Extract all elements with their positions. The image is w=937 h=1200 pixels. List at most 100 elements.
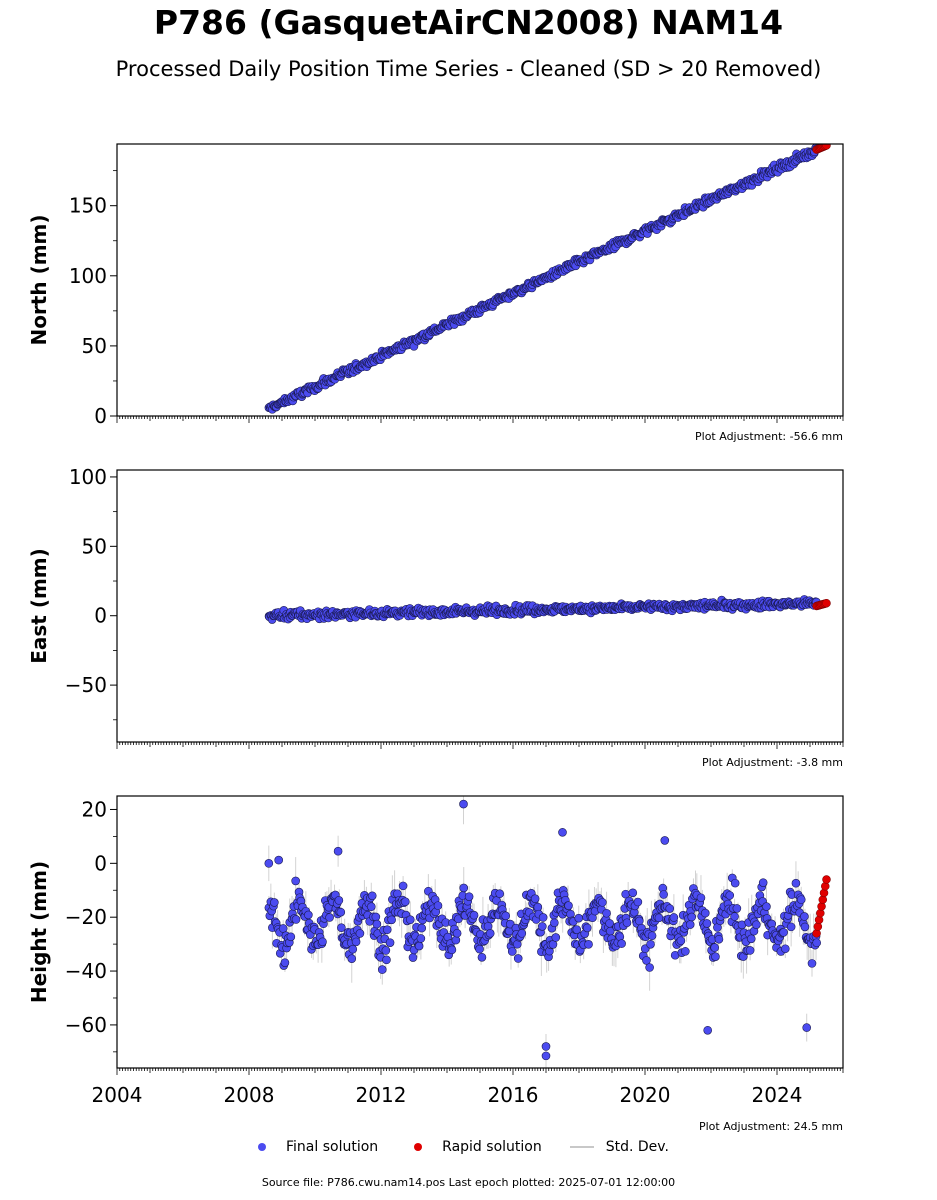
final-solution-point bbox=[264, 859, 274, 868]
final-solution-point bbox=[685, 920, 695, 929]
final-solution-point bbox=[807, 959, 817, 968]
final-solution-point bbox=[382, 925, 392, 935]
x-tick-label: 2020 bbox=[620, 1083, 671, 1107]
final-solution-point bbox=[355, 929, 365, 938]
final-solution-point bbox=[318, 937, 327, 947]
y-tick-label: 50 bbox=[82, 534, 107, 558]
x-tick-label: 2004 bbox=[92, 1083, 143, 1107]
final-solution-point bbox=[665, 904, 675, 913]
y-tick-label: 100 bbox=[69, 465, 107, 489]
final-solution-point bbox=[752, 920, 761, 929]
final-solution-point bbox=[507, 947, 517, 956]
plot-adjustment-label: Plot Adjustment: -3.8 mm bbox=[702, 756, 843, 769]
chart-subtitle: Processed Daily Position Time Series - C… bbox=[115, 57, 822, 81]
legend-label-final: Final solution bbox=[286, 1139, 379, 1155]
final-solution-point bbox=[401, 897, 410, 907]
y-tick-label: −20 bbox=[65, 905, 107, 929]
final-solution-point bbox=[274, 855, 284, 865]
final-solution-point bbox=[702, 919, 712, 928]
panel-0: 0 50 100 150 North (mm) Plot Adjustment: -56.… bbox=[27, 143, 844, 443]
final-solution-point bbox=[304, 910, 313, 920]
final-solution-point bbox=[572, 925, 582, 934]
final-solution-point bbox=[381, 946, 391, 955]
final-solution-point bbox=[660, 836, 670, 845]
final-solution-point bbox=[802, 1023, 812, 1032]
final-solution-point bbox=[414, 941, 424, 951]
y-axis-label: East (mm) bbox=[27, 548, 51, 664]
final-solution-point bbox=[598, 898, 607, 907]
data-layer-1 bbox=[264, 595, 831, 624]
chart-title: P786 (GasquetAirCN2008) NAM14 bbox=[153, 3, 784, 42]
panel-1: −50 0 50 100 East (mm) Plot Adjustment: -3.8 … bbox=[27, 465, 844, 769]
y-axis-label: Height (mm) bbox=[27, 861, 51, 1003]
final-solution-point bbox=[646, 939, 655, 949]
final-solution-point bbox=[687, 912, 697, 922]
final-solution-point bbox=[700, 908, 710, 918]
final-solution-point bbox=[377, 965, 387, 974]
final-solution-point bbox=[517, 929, 527, 938]
final-solution-point bbox=[469, 910, 479, 920]
legend: Final solution Rapid solution Std. Dev. bbox=[250, 1136, 697, 1158]
final-solution-point bbox=[659, 890, 668, 899]
y-tick-label: −60 bbox=[65, 1013, 107, 1037]
legend-item-final: Final solution bbox=[250, 1139, 378, 1155]
final-solution-point bbox=[633, 897, 643, 907]
final-solution-point bbox=[387, 915, 396, 925]
final-solution-point bbox=[558, 828, 567, 837]
final-solution-point bbox=[703, 1025, 713, 1035]
final-solution-point bbox=[681, 947, 690, 956]
y-tick-label: 20 bbox=[82, 797, 107, 821]
final-solution-point bbox=[574, 913, 584, 923]
final-solution-point bbox=[676, 936, 686, 946]
final-solution-point bbox=[602, 908, 611, 918]
final-solution-point bbox=[501, 911, 511, 921]
final-solution-point bbox=[791, 878, 801, 888]
legend-label-stddev: Std. Dev. bbox=[605, 1139, 669, 1155]
final-solution-point bbox=[622, 918, 632, 928]
final-solution-point bbox=[333, 846, 343, 856]
final-solution-point bbox=[382, 955, 391, 965]
final-solution-point bbox=[582, 923, 592, 933]
final-solution-point bbox=[280, 958, 290, 967]
final-solution-point bbox=[654, 913, 664, 923]
legend-item-rapid: Rapid solution bbox=[406, 1139, 542, 1155]
final-solution-point bbox=[408, 953, 418, 962]
rapid-solution-point bbox=[822, 144, 831, 150]
final-solution-point bbox=[551, 933, 561, 942]
final-solution-point bbox=[711, 952, 720, 961]
final-solution-point bbox=[800, 912, 809, 921]
final-solution-point bbox=[417, 923, 427, 933]
source-footer: Source file: P786.cwu.nam14.pos Last epo… bbox=[261, 1176, 676, 1189]
final-solution-point bbox=[564, 901, 573, 910]
final-solution-point bbox=[530, 894, 540, 904]
final-solution-point bbox=[485, 929, 495, 938]
x-tick-label: 2012 bbox=[356, 1083, 407, 1107]
data-layer-0 bbox=[264, 144, 831, 414]
y-tick-label: 0 bbox=[94, 604, 107, 628]
final-solution-point bbox=[348, 944, 358, 954]
final-solution-point bbox=[710, 943, 719, 952]
y-tick-label: −40 bbox=[65, 959, 107, 983]
final-solution-point bbox=[779, 928, 788, 937]
y-tick-label: 100 bbox=[69, 264, 107, 288]
final-solution-point bbox=[416, 934, 426, 943]
final-solution-point bbox=[628, 888, 638, 898]
final-solution-point bbox=[550, 918, 559, 928]
y-axis-label: North (mm) bbox=[27, 214, 51, 345]
final-solution-point bbox=[725, 891, 735, 900]
y-tick-label: 0 bbox=[94, 404, 107, 428]
final-solution-point bbox=[746, 934, 756, 944]
final-solution-point bbox=[477, 952, 487, 962]
final-solution-point bbox=[696, 893, 706, 903]
final-solution-point bbox=[730, 878, 740, 888]
final-solution-point bbox=[584, 940, 593, 949]
final-solution-point bbox=[447, 945, 457, 955]
final-solution-point bbox=[464, 892, 474, 901]
y-tick-label: 150 bbox=[69, 194, 107, 218]
final-solution-point bbox=[745, 946, 755, 955]
final-solution-point bbox=[286, 932, 296, 942]
final-solution-point bbox=[475, 944, 484, 954]
final-solution-point bbox=[762, 902, 771, 911]
final-solution-point bbox=[533, 902, 543, 912]
